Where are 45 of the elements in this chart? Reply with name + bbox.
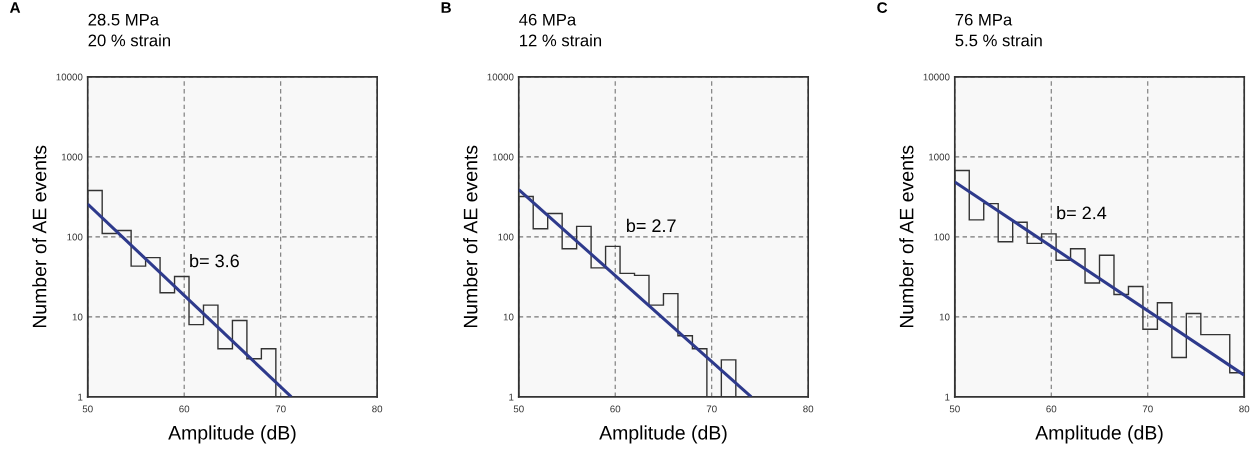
chart-title: 46 MPa <box>519 13 577 26</box>
y-tick-label: 10 <box>72 313 83 321</box>
text: A <box>9 2 21 13</box>
y-tick-label: 100 <box>498 233 514 241</box>
y-axis-title: Number of AE events <box>899 145 914 328</box>
x-tick-label: 80 <box>372 405 383 413</box>
y-tick-label: 1 <box>78 393 83 401</box>
y-tick-label: 1 <box>945 393 950 401</box>
annotation: b= 3.6 <box>190 254 239 268</box>
y-tick-label: 1000 <box>61 153 83 161</box>
y-tick-label: 10000 <box>56 73 83 81</box>
chart-subtitle: 20 % strain <box>88 34 170 47</box>
x-tick-label: 80 <box>1239 405 1250 413</box>
chart-title: 28.5 MPa <box>88 13 160 26</box>
annotation: b= 2.4 <box>1057 206 1107 220</box>
x-tick-label: 80 <box>803 405 814 413</box>
x-axis-title: Amplitude (dB) <box>168 425 296 444</box>
x-tick-label: 70 <box>1142 405 1153 413</box>
x-tick-label: 50 <box>513 405 524 413</box>
y-tick-label: 1 <box>509 393 514 401</box>
y-tick-label: 10 <box>503 313 514 321</box>
text: B <box>441 2 451 13</box>
y-tick-label: 100 <box>67 233 83 241</box>
y-tick-label: 1000 <box>929 153 950 161</box>
y-tick-label: 100 <box>934 233 950 241</box>
x-tick-label: 70 <box>275 405 286 413</box>
y-tick-label: 10 <box>939 313 950 321</box>
text: C <box>877 2 888 14</box>
x-tick-label: 60 <box>610 405 621 413</box>
x-axis-title: Amplitude (dB) <box>599 425 727 444</box>
x-axis-title: Amplitude (dB) <box>1035 425 1163 444</box>
y-tick-label: 10000 <box>487 73 514 81</box>
chart-title: 76 MPa <box>955 13 1013 26</box>
x-tick-label: 50 <box>949 405 960 413</box>
y-tick-label: 1000 <box>493 153 514 161</box>
y-axis-title: Number of AE events <box>463 145 478 328</box>
chart-subtitle: 12 % strain <box>520 34 602 47</box>
x-tick-label: 50 <box>82 405 93 413</box>
chart-subtitle: 5.5 % strain <box>955 34 1042 47</box>
x-tick-label: 70 <box>706 405 717 413</box>
annotation: b= 2.7 <box>627 218 676 233</box>
y-axis-title: Number of AE events <box>32 145 47 328</box>
x-tick-label: 60 <box>1046 405 1057 413</box>
y-tick-label: 10000 <box>923 73 950 81</box>
x-tick-label: 60 <box>179 405 190 413</box>
